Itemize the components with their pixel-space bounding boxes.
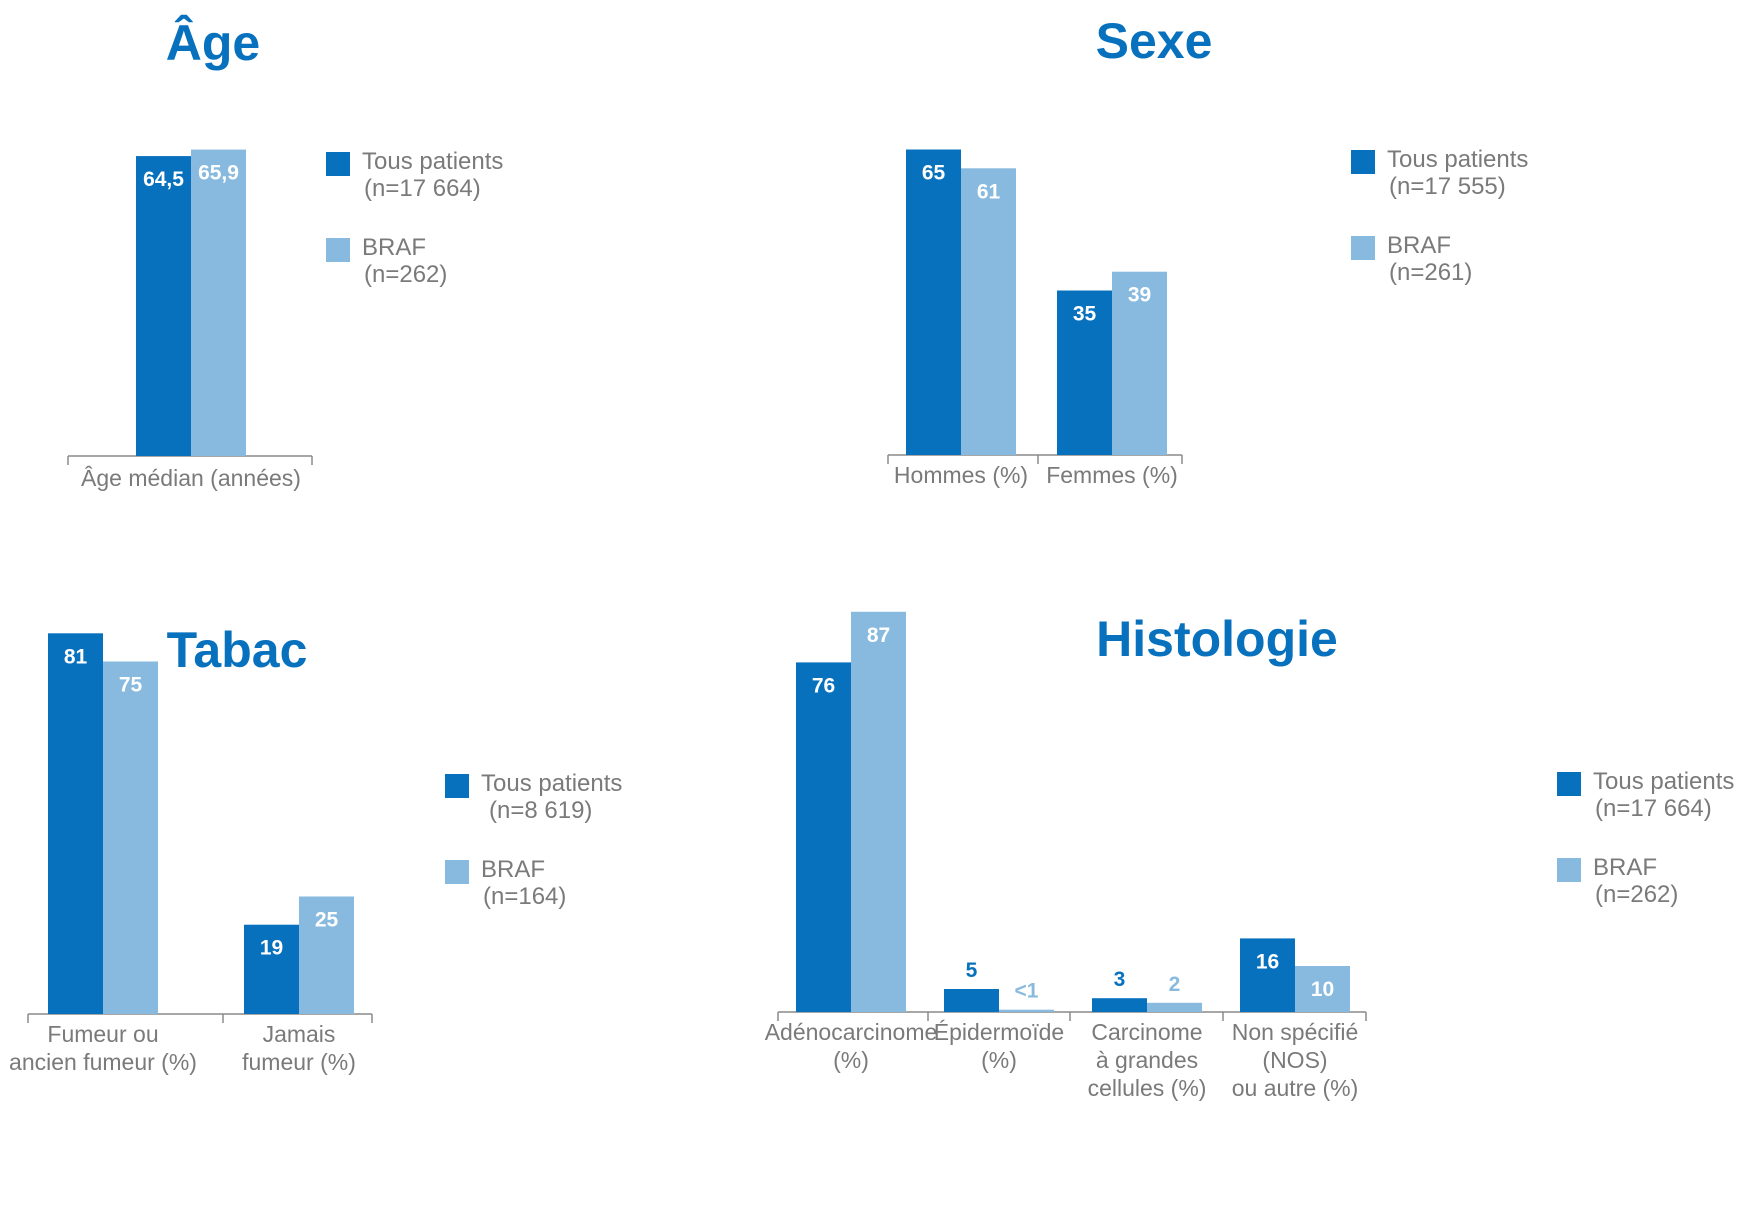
bar-value-label: 87 <box>867 624 890 647</box>
bar-value-label: 5 <box>966 959 978 982</box>
legend-swatch-braf <box>445 860 469 884</box>
histologie-panel: Histologie 76 87 Adénocarcinome (%) 5 <1 Épide… <box>765 590 1745 1218</box>
bar-value-label: 35 <box>1073 303 1097 326</box>
category-label: Fumeur ou ancien fumeur (%) <box>9 1021 197 1075</box>
tabac-chart: 81 75 Fumeur ou ancien fumeur (%) 19 25 Jamais… <box>9 633 373 1075</box>
category-label: Non spécifié (NOS) ou autre (%) <box>1232 1019 1359 1101</box>
legend-swatch-braf <box>1351 236 1375 260</box>
legend-count: (n=17 555) <box>1389 173 1506 200</box>
bar-value-label: 61 <box>977 180 1001 203</box>
legend-count: (n=164) <box>483 883 567 910</box>
bar-braf <box>1112 271 1167 455</box>
legend-swatch-braf <box>1557 858 1581 882</box>
category-label: Âge médian (années) <box>81 465 301 491</box>
bar-value-label: 10 <box>1311 978 1334 1001</box>
bar-all-patients <box>1240 938 1295 1012</box>
legend-count: (n=261) <box>1389 259 1473 286</box>
bar-braf <box>999 1009 1054 1012</box>
bar-all-patients <box>944 989 999 1012</box>
bar-all-patients <box>244 924 299 1014</box>
category-label: Jamais fumeur (%) <box>242 1021 356 1075</box>
bar-braf <box>851 611 906 1012</box>
legend-count: (n=262) <box>1595 881 1679 908</box>
histologie-chart: 76 87 Adénocarcinome (%) 5 <1 Épidermoïde (%) 3 2… <box>765 611 1367 1101</box>
bar-all-patients <box>906 149 961 455</box>
bar-braf <box>299 896 354 1014</box>
bar-value-label: 65,9 <box>198 162 239 185</box>
bar-value-label: 3 <box>1114 968 1126 991</box>
category-label: Hommes (%) <box>894 462 1028 488</box>
bar-braf <box>1295 966 1350 1012</box>
legend-swatch-all-patients <box>326 152 350 176</box>
legend-swatch-braf <box>326 238 350 262</box>
sexe-panel: Sexe 65 61 Hommes (%) 35 39 Femmes (%) Tous p… <box>887 0 1745 540</box>
sexe-chart: 65 61 Hommes (%) 35 39 Femmes (%) <box>887 149 1183 488</box>
legend-count: (n=17 664) <box>364 175 481 202</box>
legend-count: (n=17 664) <box>1595 795 1712 822</box>
legend-count: (n=262) <box>364 261 448 288</box>
legend-label: BRAF <box>1593 854 1658 881</box>
bar-value-label: 16 <box>1256 950 1279 973</box>
legend-label: Tous patients <box>362 148 504 175</box>
legend-label: BRAF <box>362 234 427 261</box>
bar-value-label: 65 <box>922 162 946 185</box>
bar-all-patients <box>796 662 851 1012</box>
bar-value-label: 2 <box>1169 973 1181 996</box>
histologie-title: Histologie <box>1096 611 1338 667</box>
legend-label: Tous patients <box>1387 146 1529 173</box>
category-label: Carcinome à grandes cellules (%) <box>1088 1019 1207 1101</box>
category-label: Épidermoïde (%) <box>934 1019 1064 1073</box>
bar-all-patients <box>1057 290 1112 455</box>
legend-label: BRAF <box>481 856 546 883</box>
bar-value-label: 75 <box>119 674 143 697</box>
category-label: Adénocarcinome (%) <box>765 1019 938 1073</box>
tabac-title: Tabac <box>166 622 308 678</box>
bar-braf <box>103 661 158 1014</box>
bar-braf <box>961 168 1016 456</box>
legend-swatch-all-patients <box>1351 150 1375 174</box>
legend-swatch-all-patients <box>445 774 469 798</box>
legend-label: BRAF <box>1387 232 1452 259</box>
bar-braf <box>191 149 246 456</box>
bar-braf <box>1147 1002 1202 1012</box>
category-label: Femmes (%) <box>1046 462 1178 488</box>
age-title: Âge <box>165 15 261 71</box>
tabac-panel: Tabac 81 75 Fumeur ou ancien fumeur (%) 19 25… <box>0 600 700 1218</box>
bar-value-label: 64,5 <box>143 168 184 191</box>
sexe-title: Sexe <box>1095 13 1213 69</box>
bar-all-patients <box>48 633 103 1014</box>
bar-all-patients <box>1092 998 1147 1012</box>
legend-label: Tous patients <box>1593 768 1735 795</box>
legend-count: (n=8 619) <box>489 797 593 824</box>
bar-value-label: 39 <box>1128 284 1151 307</box>
legend-swatch-all-patients <box>1557 772 1581 796</box>
age-chart: 64,5 65,9 Âge médian (années) <box>67 149 313 491</box>
bar-value-label: 81 <box>64 645 88 668</box>
bar-value-label: <1 <box>1015 980 1039 1003</box>
bar-value-label: 19 <box>260 937 283 960</box>
bar-value-label: 76 <box>812 674 835 697</box>
bar-all-patients <box>136 156 191 456</box>
bar-value-label: 25 <box>315 909 339 932</box>
legend-label: Tous patients <box>481 770 623 797</box>
age-panel: Âge 64,5 65,9 Âge médian (années) Tous pat… <box>0 0 620 540</box>
